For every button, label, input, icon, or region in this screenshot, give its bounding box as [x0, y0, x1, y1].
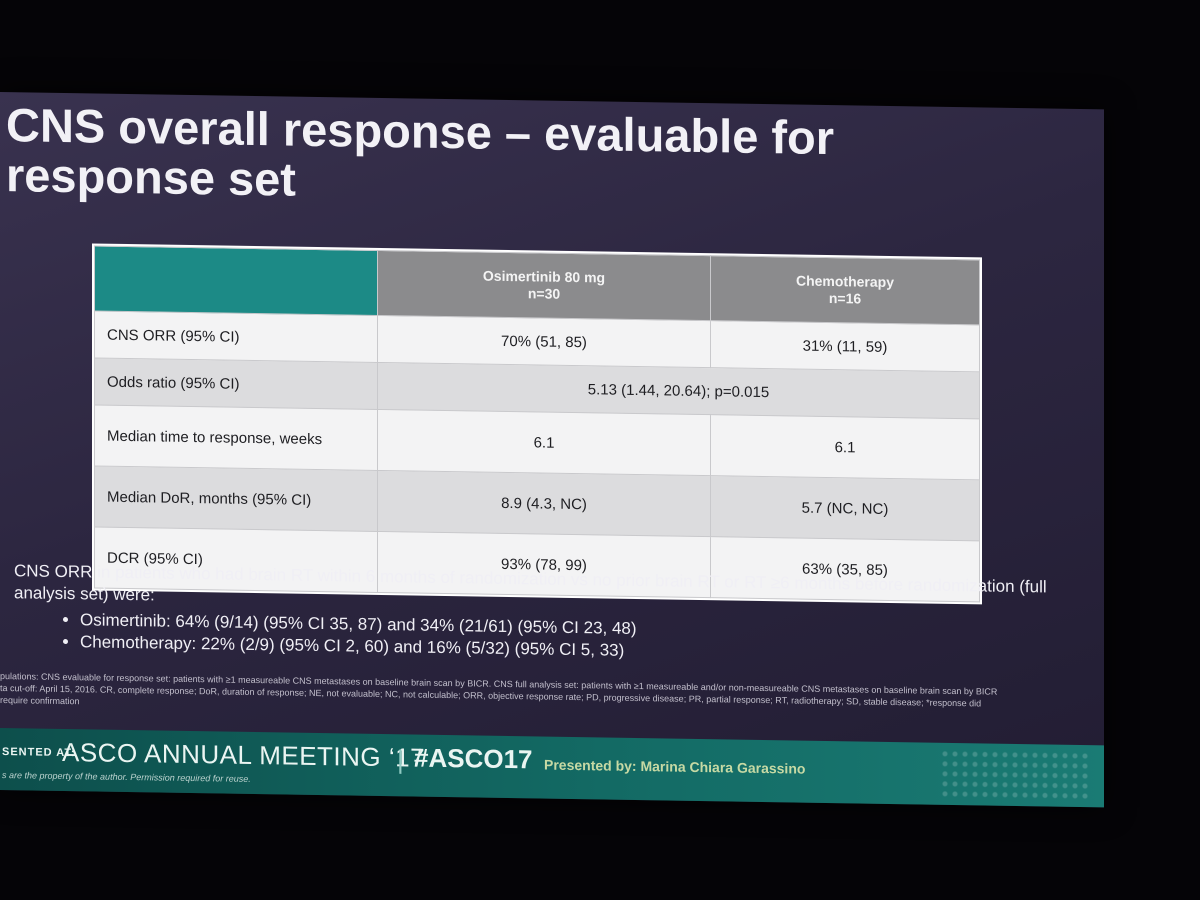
osimertinib-value: 8.9 (4.3, NC) — [377, 470, 711, 537]
row-label: Median time to response, weeks — [94, 404, 378, 471]
row-label: CNS ORR (95% CI) — [94, 310, 378, 363]
rights-notice: s are the property of the author. Permis… — [2, 770, 251, 784]
row-label: Median DoR, months (95% CI) — [94, 465, 378, 532]
footnote: pulations: CNS evaluable for response se… — [0, 670, 1080, 723]
results-table: Osimertinib 80 mg n=30 Chemotherapy n=16… — [92, 243, 982, 605]
banner-separator: | — [397, 744, 404, 775]
column-header-chemotherapy: Chemotherapy n=16 — [710, 255, 980, 325]
slide: CNS overall response – evaluable for res… — [0, 92, 1104, 808]
presenter-credit: Presented by: Marina Chiara Garassino — [544, 756, 806, 777]
meeting-name: ASCO ANNUAL MEETING ‘17 — [62, 736, 426, 773]
meeting-hashtag: #ASCO17 — [414, 742, 533, 775]
notes-section: CNS ORR in patients who had brain RT wit… — [14, 560, 1054, 668]
osimertinib-value: 6.1 — [377, 409, 711, 476]
table-corner-cell — [94, 245, 378, 316]
slide-title: CNS overall response – evaluable for res… — [6, 98, 835, 206]
chemotherapy-value: 31% (11, 59) — [710, 320, 980, 372]
row-label: Odds ratio (95% CI) — [94, 357, 378, 410]
dot-pattern-decoration — [940, 748, 1090, 802]
osimertinib-value: 70% (51, 85) — [377, 315, 711, 368]
meeting-banner: SENTED AT: ASCO ANNUAL MEETING ‘17 | #AS… — [0, 728, 1104, 808]
column-header-osimertinib: Osimertinib 80 mg n=30 — [377, 250, 711, 321]
chemotherapy-value: 6.1 — [710, 414, 980, 480]
column-n: n=16 — [828, 290, 862, 307]
chemotherapy-value: 5.7 (NC, NC) — [710, 475, 980, 541]
